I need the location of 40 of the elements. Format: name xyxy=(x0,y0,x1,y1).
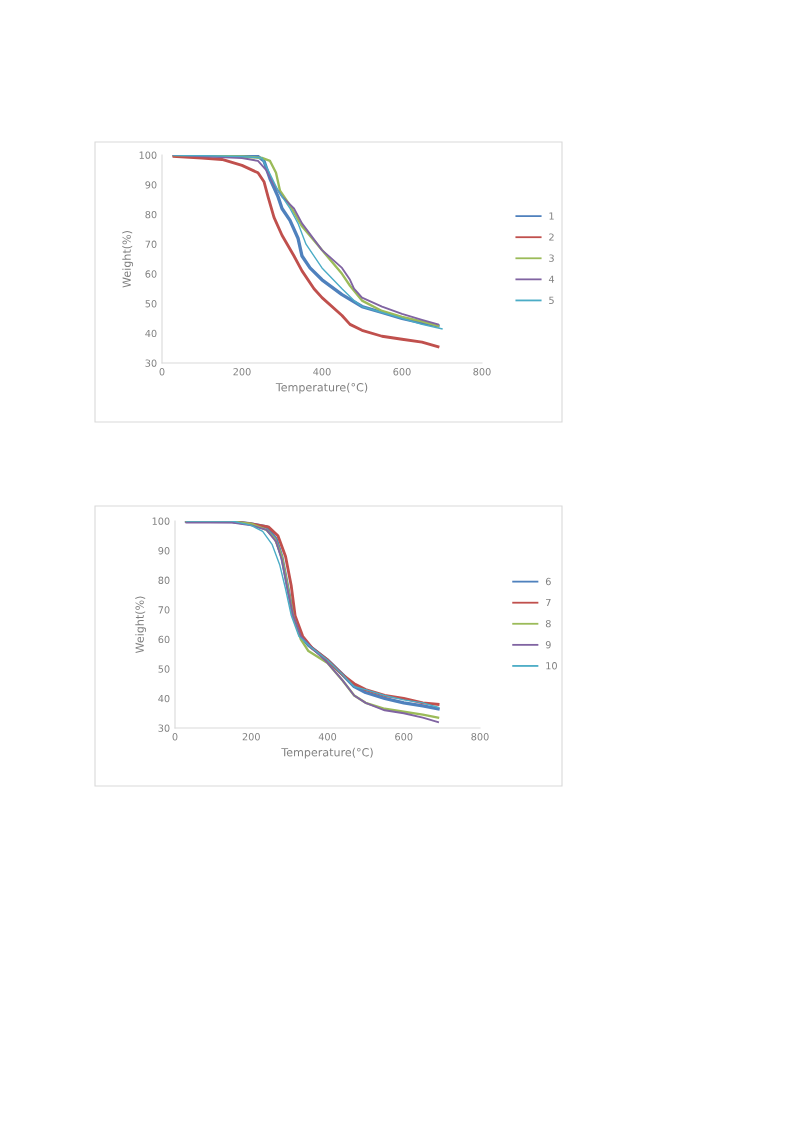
x-axis-title: Temperature(°C) xyxy=(281,747,373,759)
y-tick-label: 100 xyxy=(152,517,170,525)
y-tick-label: 100 xyxy=(139,151,157,159)
legend-label: 8 xyxy=(545,619,551,628)
y-axis-title: Weight(%) xyxy=(122,230,134,288)
legend-label: 6 xyxy=(545,577,551,586)
y-tick-label: 90 xyxy=(158,547,170,555)
y-tick-label: 40 xyxy=(158,694,170,703)
y-tick-label: 40 xyxy=(145,329,157,338)
x-tick-label: 400 xyxy=(318,733,337,741)
legend-label: 1 xyxy=(549,212,554,220)
legend-label: 10 xyxy=(546,662,557,670)
y-tick-label: 70 xyxy=(158,606,170,614)
y-tick-label: 70 xyxy=(145,240,157,248)
x-tick-label: 600 xyxy=(395,733,413,741)
legend-label: 3 xyxy=(549,254,554,262)
x-tick-label: 800 xyxy=(473,368,491,376)
x-tick-label: 400 xyxy=(313,368,331,376)
x-tick-label: 600 xyxy=(393,368,411,376)
y-tick-label: 60 xyxy=(145,270,157,278)
y-tick-label: 50 xyxy=(145,300,157,308)
x-tick-label: 0 xyxy=(172,733,178,741)
y-tick-label: 80 xyxy=(145,210,157,219)
y-tick-label: 30 xyxy=(145,359,157,367)
x-tick-label: 200 xyxy=(233,368,251,376)
x-tick-label: 0 xyxy=(159,368,165,376)
y-tick-label: 90 xyxy=(145,181,157,189)
x-axis-title: Temperature(°C) xyxy=(275,382,368,394)
y-tick-label: 80 xyxy=(158,576,170,584)
legend-label: 9 xyxy=(545,641,551,649)
legend-label: 5 xyxy=(549,296,554,304)
y-axis-title: Weight(%) xyxy=(135,596,147,654)
y-tick-label: 30 xyxy=(158,724,170,732)
legend-label: 7 xyxy=(546,599,551,607)
y-tick-label: 50 xyxy=(158,665,170,673)
legend-label: 4 xyxy=(548,275,555,283)
x-tick-label: 200 xyxy=(242,733,260,741)
legend-label: 2 xyxy=(549,233,554,241)
y-tick-label: 60 xyxy=(158,635,170,644)
x-tick-label: 800 xyxy=(471,733,489,741)
